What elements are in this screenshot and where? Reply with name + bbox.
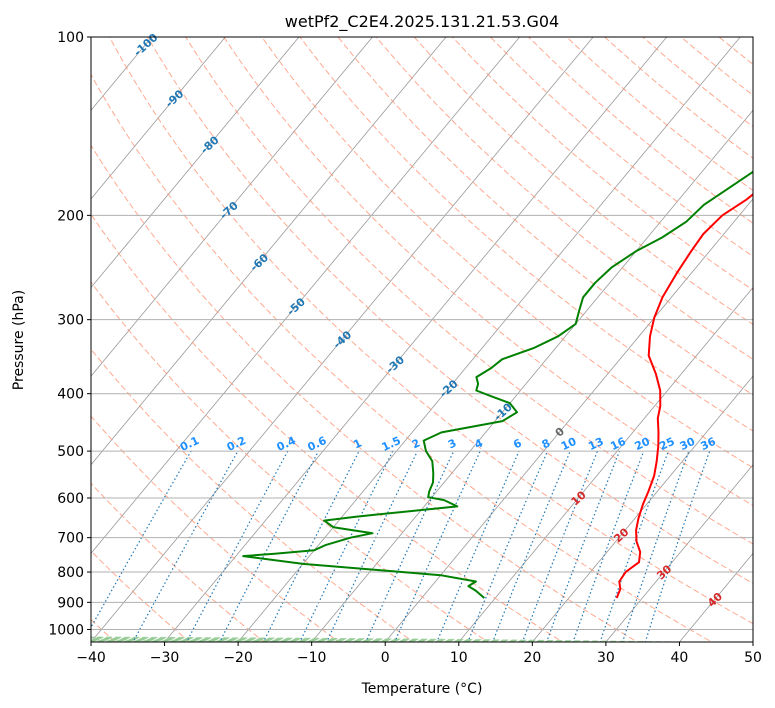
dewpoint-profile: [242, 170, 753, 599]
pressure-grid: [91, 37, 753, 630]
dry-adiabat-line: [451, 37, 753, 291]
y-axis-ticks: 100 200 300 400 500 600 700 800 900 1000: [48, 30, 91, 638]
mixing-ratio-label: 10: [559, 435, 579, 453]
isotherm-line: [91, 37, 300, 289]
isotherm-line: [237, 37, 741, 642]
dry-adiabat-line: [91, 144, 639, 642]
dry-adiabat-line: [223, 37, 753, 507]
x-axis-title: Temperature (°C): [361, 681, 483, 697]
y-tick-label: 400: [57, 387, 84, 403]
y-tick-label: 800: [57, 565, 84, 581]
x-tick-label: −10: [297, 650, 327, 666]
dry-adiabat-line: [91, 73, 713, 642]
isotherm-line: [91, 37, 520, 555]
x-tick-label: 40: [671, 650, 689, 666]
y-tick-label: 1000: [48, 622, 84, 638]
dry-adiabat-line: [146, 37, 753, 584]
dry-adiabat-line: [375, 37, 753, 360]
isotherm-line: [91, 37, 594, 642]
mixing-ratio-label: 30: [678, 435, 698, 453]
y-tick-label: 300: [57, 313, 84, 329]
isotherm-line: [91, 37, 447, 466]
x-tick-label: 10: [450, 650, 468, 666]
temperature-profile: [615, 193, 753, 599]
x-tick-label: 0: [381, 650, 390, 666]
isotherm-line: [532, 375, 753, 642]
isotherm-line: [164, 37, 668, 642]
dry-adiabat-line: [91, 213, 564, 642]
x-tick-label: 20: [523, 650, 541, 666]
dry-adiabat-line: [337, 37, 753, 396]
isotherm-line: [458, 286, 753, 642]
dry-adiabat-line: [91, 482, 266, 642]
dry-adiabat-line: [108, 37, 753, 625]
x-tick-label: 30: [597, 650, 615, 666]
x-axis-ticks: −40 −30 −20 −10 0 10 20 30 40 50: [76, 642, 762, 666]
dry-adiabat-line: [413, 37, 753, 325]
y-tick-label: 700: [57, 531, 84, 547]
mixing-ratio-label: 20: [633, 435, 653, 453]
profiles: [242, 170, 753, 599]
y-tick-label: 900: [57, 595, 84, 611]
mixing-ratio-label: 16: [608, 435, 628, 453]
isotherm-line: [384, 198, 753, 642]
mixing-ratio-label: 36: [698, 435, 718, 453]
dry-adiabat-line: [185, 37, 753, 545]
y-tick-label: 200: [57, 208, 84, 224]
isotherm-line: [91, 37, 373, 377]
mixing-ratio-label: 25: [657, 435, 676, 453]
chart-title: wetPf2_C2E4.2025.131.21.53.G04: [285, 12, 559, 32]
isotherm-line: [605, 464, 753, 642]
x-tick-label: −20: [223, 650, 253, 666]
dry-adiabat-line: [91, 415, 340, 642]
dry-adiabat-line: [91, 281, 489, 642]
y-tick-label: 600: [57, 491, 84, 507]
y-tick-label: 500: [57, 444, 84, 460]
plot-frame: [90, 36, 754, 643]
dry-adiabat-line: [91, 550, 191, 642]
dry-adiabat-line: [299, 37, 753, 432]
dry-adiabat-line: [91, 348, 415, 642]
y-axis-title: Pressure (hPa): [11, 290, 27, 390]
isotherm-line: [91, 37, 226, 200]
x-tick-label: −30: [150, 650, 180, 666]
y-tick-label: 100: [57, 30, 84, 46]
mixing-ratio-label: 13: [586, 435, 605, 453]
x-tick-label: −40: [76, 650, 106, 666]
x-tick-label: 50: [744, 650, 762, 666]
